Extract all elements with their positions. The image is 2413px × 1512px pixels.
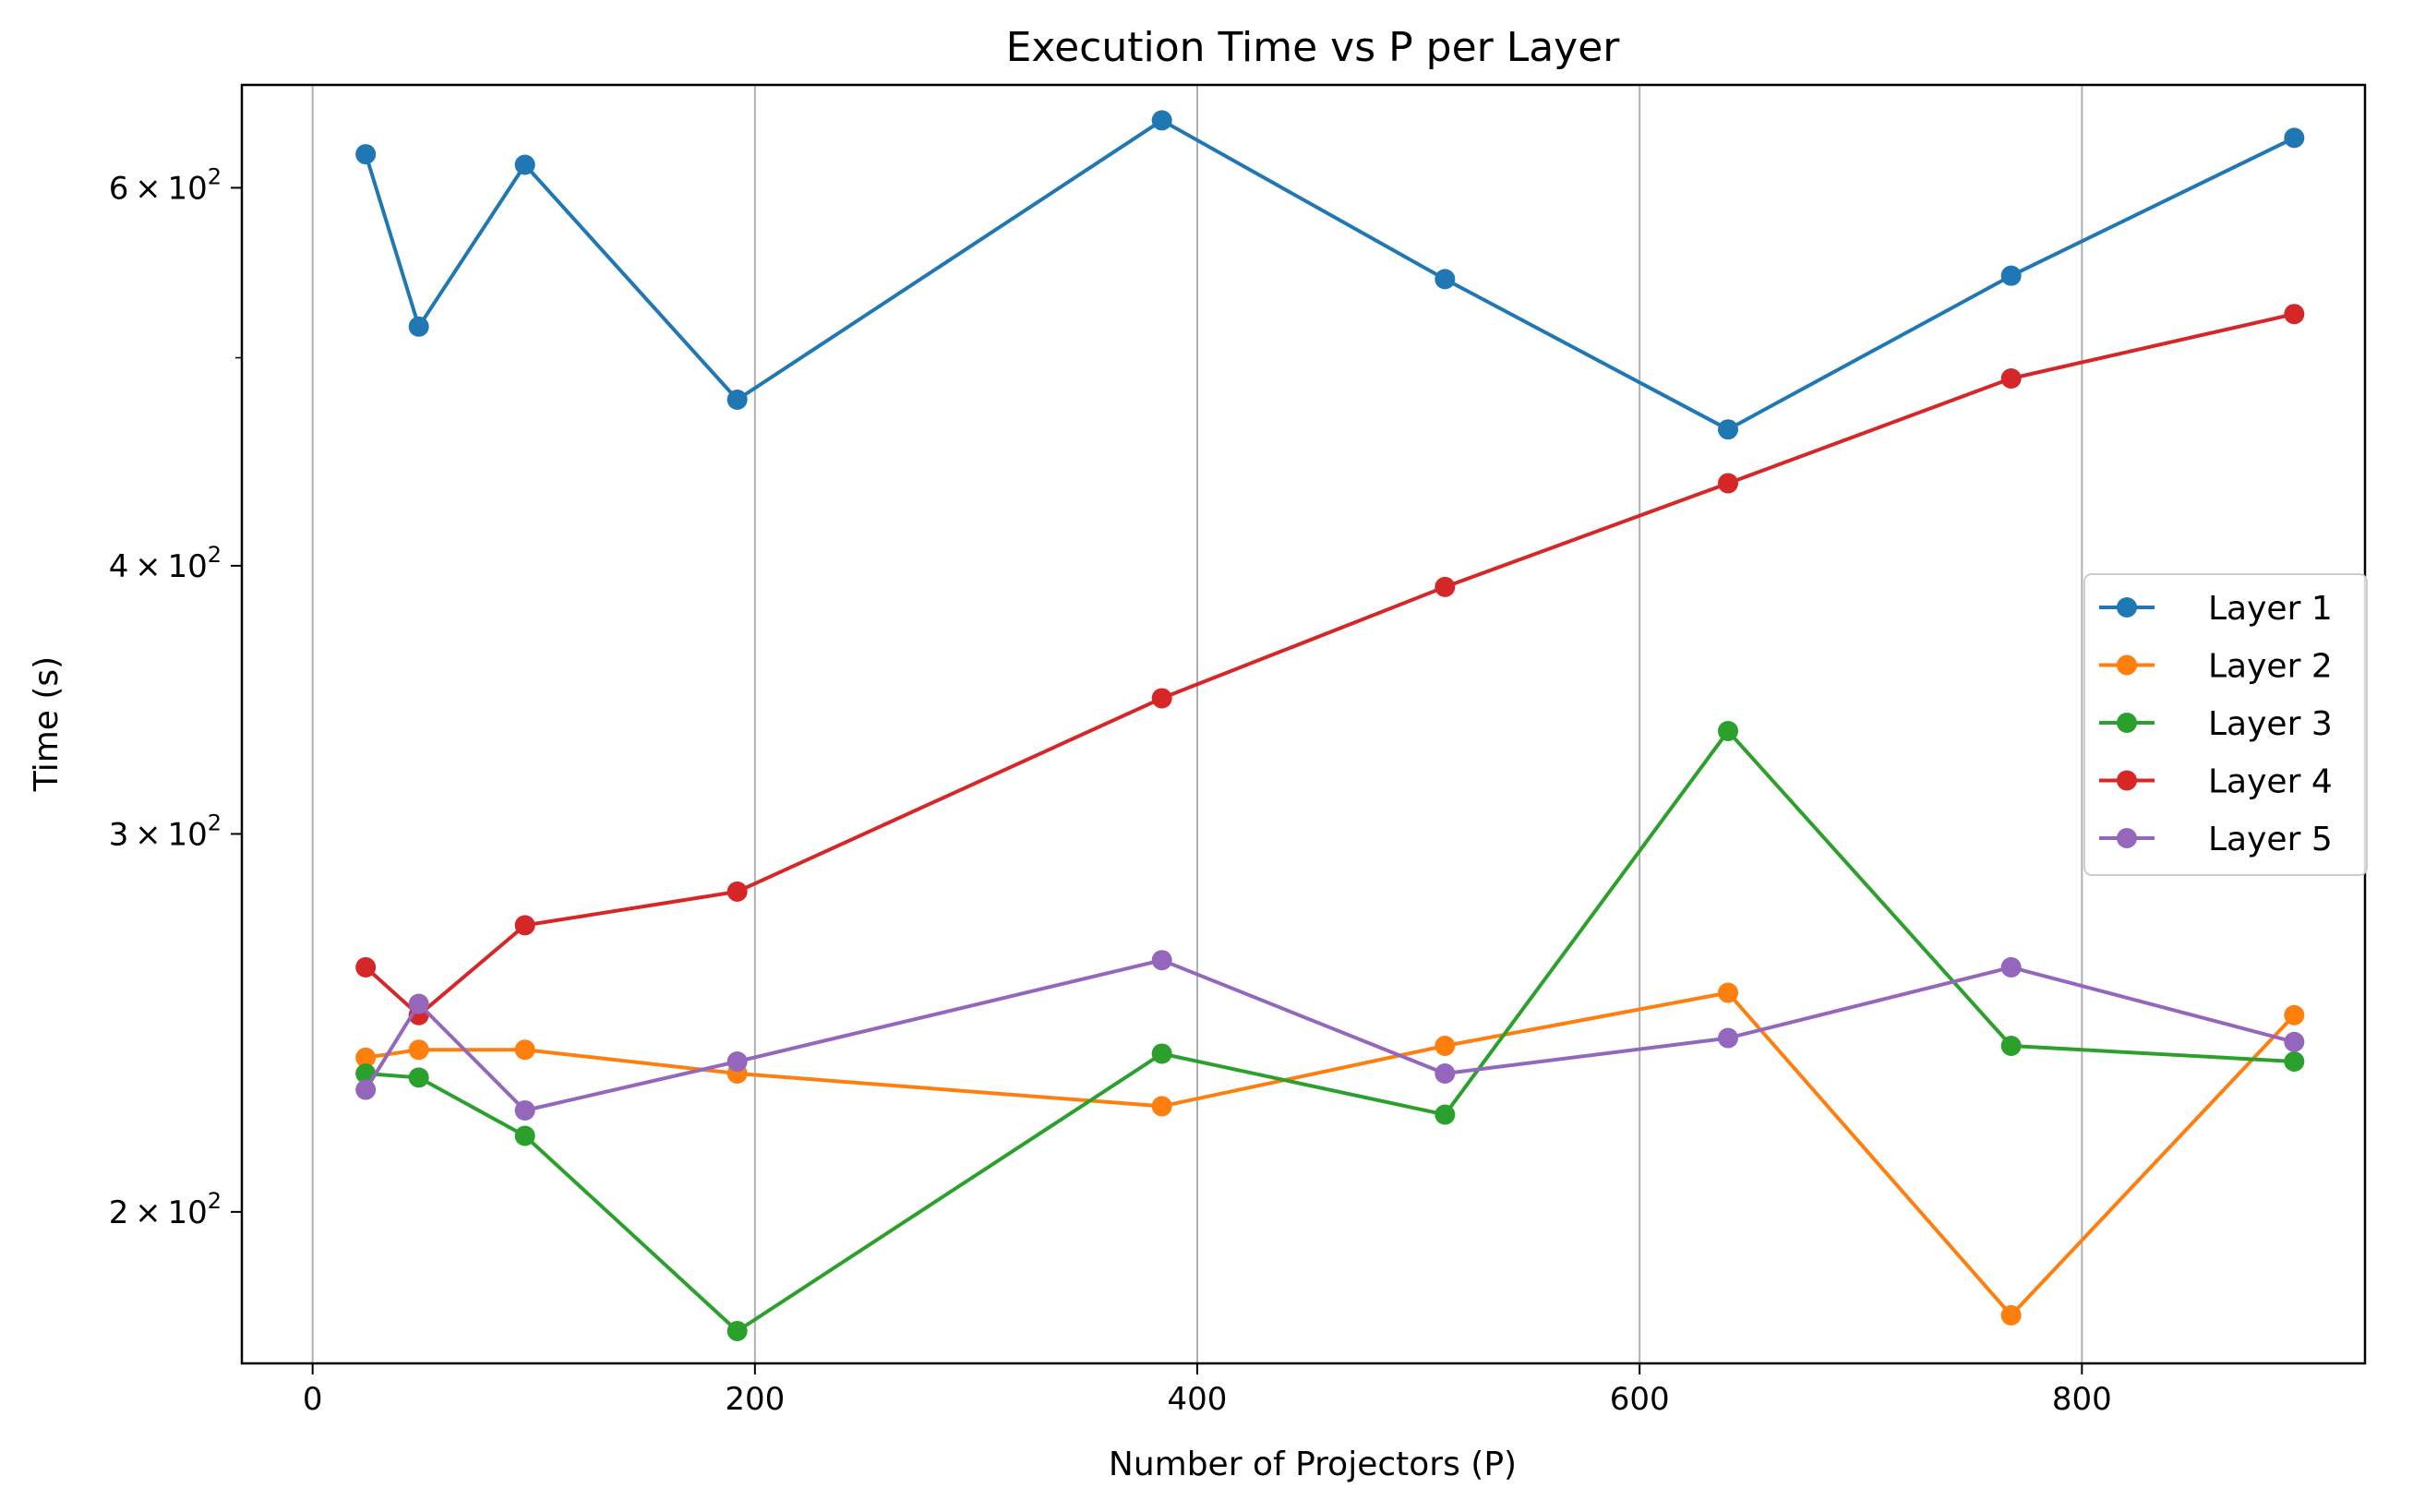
legend-entry: Layer 2 <box>2099 648 2333 686</box>
data-point <box>1718 419 1738 440</box>
legend-label: Layer 2 <box>2208 648 2333 686</box>
data-point <box>1151 688 1172 709</box>
data-point <box>408 1067 429 1088</box>
legend-label: Layer 3 <box>2208 705 2333 743</box>
data-series <box>355 110 2305 1341</box>
data-point <box>1718 473 1738 494</box>
x-tick-label: 600 <box>1610 1381 1670 1418</box>
data-point <box>1718 1027 1738 1049</box>
x-tick-label: 200 <box>725 1381 785 1418</box>
data-point <box>355 1047 377 1068</box>
data-point <box>2000 265 2022 286</box>
legend-entry: Layer 4 <box>2099 763 2333 801</box>
data-point <box>2284 127 2305 149</box>
legend-entry: Layer 3 <box>2099 705 2333 743</box>
y-tick-label: 6 × 102 <box>109 163 222 207</box>
data-point <box>2284 1031 2305 1052</box>
legend-entries: Layer 1 Layer 2 Layer 3 Layer 4 Layer 5 <box>2099 590 2333 858</box>
data-point <box>2284 1004 2305 1026</box>
data-point <box>2284 304 2305 325</box>
data-point <box>1435 1104 1456 1125</box>
data-point <box>355 956 377 978</box>
data-point <box>726 1051 748 1073</box>
chart-title: Execution Time vs P per Layer <box>1006 24 1621 71</box>
data-point <box>1151 110 1172 131</box>
y-tick-label: 2 × 102 <box>109 1188 222 1231</box>
x-tick-label: 400 <box>1168 1381 1228 1418</box>
data-point <box>355 144 377 165</box>
data-point <box>408 1039 429 1061</box>
legend: Layer 1 Layer 2 Layer 3 Layer 4 Layer 5 <box>2083 573 2368 876</box>
data-point <box>726 1320 748 1341</box>
y-tick-label: 3 × 102 <box>109 810 222 853</box>
data-point <box>408 993 429 1014</box>
legend-entry: Layer 5 <box>2099 821 2333 858</box>
data-point <box>514 1099 535 1121</box>
legend-marker <box>2117 828 2137 848</box>
data-point <box>408 316 429 337</box>
data-point <box>355 1079 377 1100</box>
data-point <box>1435 576 1456 597</box>
data-point <box>514 1039 535 1061</box>
legend-marker <box>2117 713 2137 733</box>
y-tick-label: 4 × 102 <box>109 542 222 585</box>
data-point <box>1435 1035 1456 1056</box>
x-tick-label: 800 <box>2052 1381 2112 1418</box>
data-point <box>2000 1304 2022 1326</box>
y-axis-ticks: 2 × 102 3 × 102 4 × 102 6 × 102 <box>109 163 242 1231</box>
x-axis-ticks: 0 200 400 600 800 <box>303 1363 2112 1418</box>
data-point <box>1718 720 1738 741</box>
data-point <box>514 154 535 175</box>
data-point <box>1151 1096 1172 1117</box>
legend-entry: Layer 1 <box>2099 590 2333 628</box>
data-point <box>2000 956 2022 978</box>
data-point <box>726 389 748 410</box>
data-point <box>726 881 748 902</box>
data-point <box>514 1125 535 1146</box>
data-point <box>1718 982 1738 1003</box>
data-point <box>1151 1043 1172 1064</box>
legend-label: Layer 4 <box>2208 763 2333 801</box>
data-point <box>1151 950 1172 971</box>
data-point <box>2284 1051 2305 1073</box>
legend-label: Layer 1 <box>2208 590 2333 628</box>
data-point <box>2000 368 2022 390</box>
x-axis-label: Number of Projectors (P) <box>1109 1446 1517 1483</box>
grid-lines <box>311 85 2083 1363</box>
legend-label: Layer 5 <box>2208 821 2333 858</box>
x-tick-label: 0 <box>303 1381 323 1418</box>
series-layer-1 <box>355 110 2305 440</box>
legend-marker <box>2117 597 2137 618</box>
legend-marker <box>2117 770 2137 791</box>
y-axis-label: Time (s) <box>28 656 66 792</box>
legend-marker <box>2117 654 2137 676</box>
data-point <box>1435 1062 1456 1084</box>
data-point <box>2000 1035 2022 1056</box>
data-point <box>514 915 535 936</box>
legend-box <box>2083 573 2368 876</box>
data-point <box>1435 269 1456 290</box>
series-layer-3 <box>355 720 2305 1341</box>
series-layer-2 <box>355 982 2305 1326</box>
series-layer-5 <box>355 950 2305 1121</box>
